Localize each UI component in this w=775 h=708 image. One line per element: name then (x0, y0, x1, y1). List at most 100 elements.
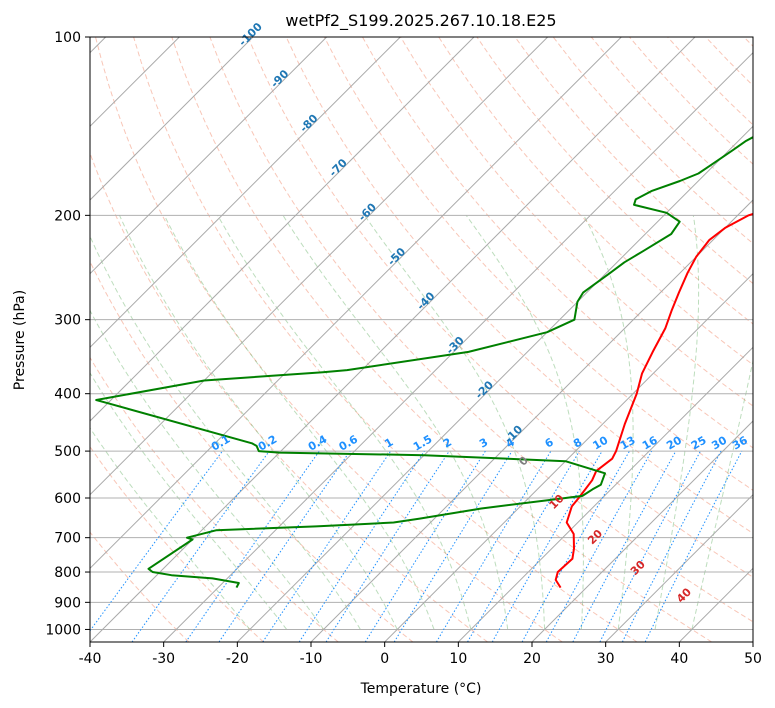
y-axis-label: Pressure (hPa) (12, 290, 28, 390)
isotherm (531, 420, 753, 642)
skewed-isotherms (90, 37, 753, 642)
mixing-ratio-line (364, 450, 486, 642)
temperature-line (554, 212, 753, 589)
chart-title: wetPf2_S199.2025.267.10.18.E25 (285, 11, 556, 31)
mixing-ratio-line (644, 450, 743, 642)
y-tick-label: 1000 (45, 622, 81, 638)
dry-adiabat (209, 37, 753, 623)
dry-adiabat (247, 37, 753, 578)
mixing-ratio-label: 16 (640, 433, 660, 452)
moist-adiabat (465, 215, 584, 630)
isotherm (236, 125, 753, 642)
moist-adiabat-label: 10 (547, 492, 567, 512)
mixing-ratio-line (262, 450, 392, 642)
isotherm (457, 346, 753, 642)
dry-adiabat (285, 37, 753, 535)
x-tick-label: -10 (300, 651, 323, 667)
x-axis-label: Temperature (°C) (360, 681, 482, 697)
x-tick-label: 30 (597, 651, 615, 667)
mixing-ratio-line (325, 450, 450, 642)
y-tick-label: 600 (54, 491, 81, 507)
mixing-ratio-label: 0.6 (337, 432, 361, 453)
moist-adiabat-label: 20 (585, 527, 605, 547)
y-tick-label: 800 (54, 565, 81, 581)
dry-adiabat (90, 260, 414, 642)
mixing-ratio-line (467, 450, 580, 642)
x-tick-label: 0 (380, 651, 389, 667)
mixing-ratio-line (621, 450, 722, 642)
dry-adiabat (323, 37, 753, 491)
dry-adiabat-label: -40 (414, 289, 437, 312)
y-tick-label: 900 (54, 595, 81, 611)
y-axis-ticks: 100 200 300 400 500 600 700 800 900 1000 (45, 30, 90, 638)
mixing-ratio-line (521, 450, 630, 642)
dry-adiabat (171, 37, 712, 642)
mixing-ratio-lines (90, 450, 743, 642)
mixing-ratio-label: 3 (477, 436, 490, 451)
mixing-ratio-line (572, 450, 677, 642)
y-tick-label: 100 (54, 30, 81, 46)
isotherm (163, 51, 753, 642)
dry-adiabat (90, 445, 264, 642)
mixing-ratio-label: 25 (689, 434, 709, 453)
dry-adiabat (743, 37, 753, 47)
dry-adiabat (95, 37, 563, 642)
isotherm (90, 37, 475, 422)
dry-adiabat (552, 37, 753, 245)
plot-frame (89, 36, 754, 643)
moist-adiabat (282, 215, 509, 630)
moist-adiabat (119, 215, 398, 630)
x-axis-ticks: -40 -30 -20 -10 0 10 20 30 40 50 (79, 642, 762, 667)
y-tick-label: 300 (54, 313, 81, 329)
moist-adiabat (691, 358, 753, 630)
x-tick-label: 20 (523, 651, 541, 667)
mixing-ratio-line (545, 450, 653, 642)
x-tick-label: -20 (226, 651, 249, 667)
x-tick-label: 40 (670, 651, 688, 667)
mixing-ratio-line (599, 450, 701, 642)
x-tick-label: 50 (744, 651, 762, 667)
mixing-ratio-line (185, 450, 320, 642)
moist-adiabat-label: 0 (516, 454, 531, 469)
moist-adiabat (90, 427, 251, 630)
moist-adiabat (654, 215, 700, 630)
isotherm (310, 199, 753, 642)
isotherm (752, 641, 753, 642)
x-tick-label: -30 (152, 651, 175, 667)
isotherm (90, 37, 328, 275)
moist-adiabat (90, 235, 361, 630)
y-tick-label: 500 (54, 444, 81, 460)
isotherm (605, 493, 753, 642)
mixing-ratio-label: 20 (664, 433, 684, 452)
dewpoint-line (95, 136, 753, 589)
dry-adiabat-label: -100 (236, 20, 265, 49)
isotherm (90, 37, 401, 349)
isotherm (90, 37, 622, 570)
dry-adiabat (667, 37, 753, 126)
moist-adiabat-label: 30 (628, 558, 648, 578)
dry-adiabat-label: -70 (327, 156, 350, 179)
pressure-gridlines (90, 37, 753, 630)
dry-adiabat-label: -20 (473, 378, 496, 401)
dry-adiabat (362, 37, 753, 449)
y-tick-label: 700 (54, 531, 81, 547)
y-tick-label: 400 (54, 387, 81, 403)
dry-adiabat (90, 151, 488, 642)
x-tick-label: 10 (449, 651, 467, 667)
y-tick-label: 200 (54, 208, 81, 224)
mixing-ratio-line (131, 450, 270, 642)
mixing-ratio-label: 10 (591, 433, 611, 452)
dry-adiabat (90, 531, 190, 642)
mixing-ratio-label: 6 (543, 435, 556, 450)
isotherm (678, 567, 753, 642)
dry-adiabat (438, 37, 753, 366)
x-tick-label: -40 (79, 651, 102, 667)
dry-adiabat (133, 37, 638, 642)
mixing-ratio-line (435, 450, 552, 642)
mixing-ratio-line (393, 450, 513, 642)
mixing-ratio-line (298, 450, 425, 642)
dry-adiabat-label: -90 (268, 67, 291, 90)
dry-adiabat-label: -60 (356, 200, 379, 223)
dry-adiabat-label: -80 (297, 112, 320, 135)
